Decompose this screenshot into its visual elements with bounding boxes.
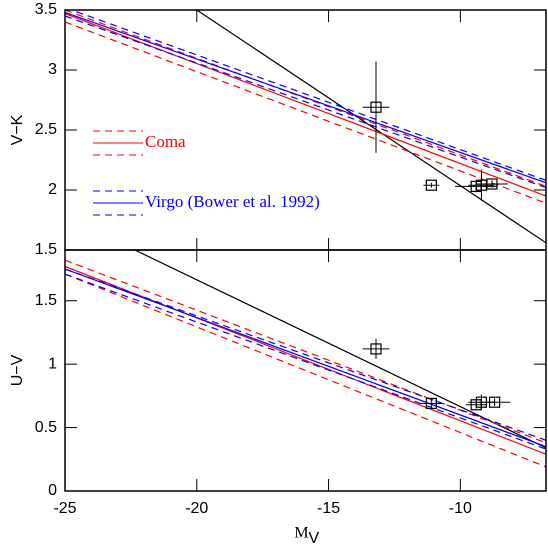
legend-item: Virgo (Bower et al. 1992) [93, 190, 320, 216]
series-line [65, 273, 546, 468]
x-tick-label: -10 [449, 500, 472, 517]
series-line [196, 10, 546, 244]
data-point [486, 178, 498, 190]
plot-area [65, 250, 546, 468]
series-line [65, 15, 546, 189]
y-tick-label: 3.5 [35, 1, 57, 18]
legend-label: Virgo (Bower et al. 1992) [145, 192, 320, 211]
data-point [489, 396, 501, 408]
series-line [134, 250, 546, 449]
y-tick-label: 0 [48, 482, 57, 499]
series-line [65, 21, 546, 204]
x-tick-label: -25 [53, 500, 76, 517]
data-point [370, 101, 382, 113]
series-line [65, 273, 546, 450]
data-point [425, 397, 437, 410]
y-tick-label: 1 [48, 355, 57, 372]
series-line [69, 10, 546, 181]
series-line [65, 268, 546, 441]
y-tick-label: 0.5 [35, 419, 57, 436]
legend-label: Coma [145, 132, 186, 151]
series-line [65, 268, 546, 448]
data-point [425, 179, 437, 191]
y-tick-label: 2.5 [35, 121, 57, 138]
plot-area [65, 10, 546, 244]
x-axis-label-sub: V [309, 530, 320, 544]
y-tick-label: 2 [48, 181, 57, 198]
y-tick-label: 3 [48, 61, 57, 78]
series-line [65, 13, 546, 197]
y-axis-label: U−V [9, 354, 26, 386]
y-axis-label: V−K [9, 114, 26, 145]
x-tick-label: -15 [317, 500, 340, 517]
series-line [65, 259, 546, 444]
legend-item: Coma [93, 130, 186, 156]
data-point [370, 343, 382, 355]
frame [64, 249, 547, 492]
y-tick-label: 1.5 [35, 292, 57, 309]
x-axis-label: M [294, 525, 308, 542]
y-tick-label: 1.5 [35, 241, 57, 258]
x-tick-label: -20 [185, 500, 208, 517]
series-line [65, 11, 546, 184]
frame [64, 9, 547, 251]
